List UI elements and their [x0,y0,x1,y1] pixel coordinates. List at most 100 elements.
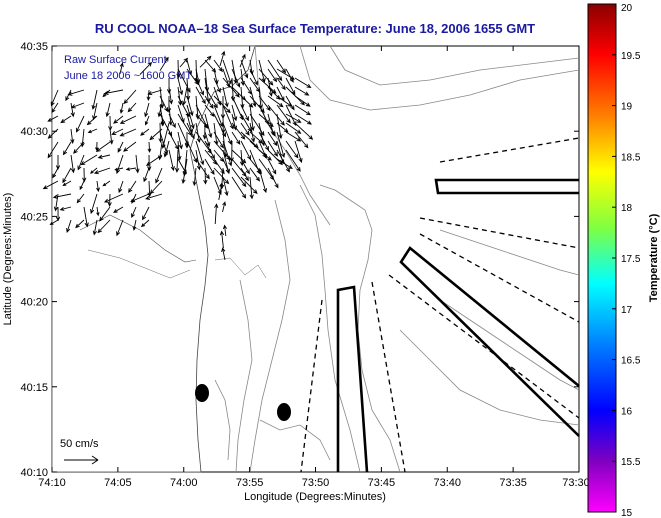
current-vector [103,193,124,203]
current-vector [160,115,165,127]
colorbar-gradient [587,3,617,513]
current-vector [161,122,170,149]
current-vector [42,180,59,190]
colorbar-tick-label: 16.5 [621,356,641,367]
colorbar-tick-label: 20 [621,3,633,14]
current-vector [192,167,197,187]
current-vector [142,206,150,221]
current-vector [267,131,278,147]
buoy-marker-1[interactable] [195,384,209,402]
current-vector [87,128,98,134]
current-vector [75,219,85,229]
current-vector [222,158,230,174]
current-vector [285,95,295,111]
current-vector [62,180,72,187]
current-vector [140,128,150,136]
colorbar-ticks: 20 19.5 19 18.5 18 17.5 17 16.5 16 15.5 15 [612,3,641,518]
current-vector [222,224,227,237]
current-vector [86,115,98,126]
current-vector [83,206,89,228]
current-vector [113,206,124,213]
current-vector [267,68,278,83]
buoy-marker-2[interactable] [277,403,291,421]
current-vector [204,113,213,139]
current-vector [119,128,137,137]
colorbar-tick-label: 19.5 [621,51,641,62]
current-vector [114,167,124,171]
current-vector [294,95,311,107]
current-vector [116,219,124,237]
y-tick-label: 40:35 [20,41,48,53]
current-vector [95,141,99,152]
current-vector [294,113,313,125]
current-vector [144,102,150,118]
current-vector [62,141,72,156]
current-vector [294,122,314,140]
scale-arrow-label: 50 cm/s [60,438,99,450]
current-vector [149,180,163,195]
current-vector [96,206,100,217]
current-vector [213,95,231,114]
current-vector [204,140,215,160]
contour-2 [299,45,580,111]
current-vector [199,55,212,68]
contour-5 [299,184,361,473]
current-vector [125,167,137,171]
current-vector [267,104,285,126]
current-vector [294,77,312,89]
current-vector [285,122,302,134]
current-vector [285,149,301,172]
x-tick-label: 74:00 [170,477,198,489]
current-vector [204,86,218,109]
current-vector [294,104,311,116]
current-vector [91,89,98,110]
current-vector [222,201,227,213]
outline-east-diagonal [399,246,580,437]
current-vector [222,77,240,98]
current-vector [249,167,261,182]
current-vector [118,180,124,194]
current-vector [231,104,238,122]
current-vector [222,176,229,197]
current-vector [267,158,277,175]
x-tick-label: 73:35 [499,477,527,489]
current-vector [179,57,189,68]
current-vector [213,59,223,73]
current-vector [145,193,163,200]
current-vector [47,128,59,139]
x-tick-label: 73:45 [368,477,396,489]
current-vector [93,167,111,175]
current-vector [267,95,284,108]
current-vector [147,89,163,96]
current-vector [258,59,266,83]
current-vector [240,158,250,175]
figure-title: RU COOL NOAA–18 Sea Surface Temperature:… [95,21,535,36]
current-vector [96,180,100,193]
current-vector [219,230,225,249]
current-vector [174,149,180,173]
current-vector [249,104,255,132]
y-tick-label: 40:15 [20,382,48,394]
current-vector [147,154,152,172]
colorbar-tick-label: 18.5 [621,152,641,163]
contour-1 [254,45,331,226]
current-vector [147,141,152,153]
current-vector [177,131,183,150]
current-vector [186,95,194,117]
current-vector [89,167,98,174]
current-vector [204,95,214,109]
current-vector [249,122,256,143]
current-vector [258,167,268,194]
current-vector [186,122,195,140]
colorbar-tick-label: 19 [621,102,633,113]
current-vector [231,167,247,188]
current-vector [195,149,201,171]
current-vector [60,115,72,124]
current-vector [163,140,170,158]
inset-line-1: Raw Surface Current [64,54,167,66]
radial-dashed-lines [300,137,580,473]
current-vector [276,131,286,159]
current-vector [140,219,150,228]
y-tick-label: 40:20 [20,297,48,309]
current-vector [123,89,137,105]
